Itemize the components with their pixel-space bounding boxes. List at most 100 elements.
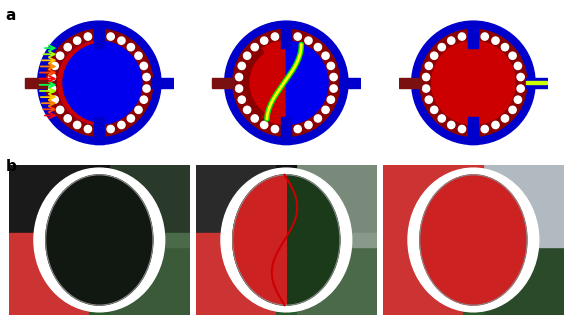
Circle shape [238,96,246,103]
Circle shape [84,125,91,133]
Bar [286,165,377,240]
Circle shape [327,96,335,103]
Circle shape [271,125,278,133]
Circle shape [127,115,134,122]
FancyBboxPatch shape [94,117,104,144]
Circle shape [51,96,58,103]
Circle shape [305,121,312,128]
Circle shape [471,307,476,311]
Circle shape [135,106,142,114]
Circle shape [492,37,499,44]
Circle shape [64,44,71,51]
Wedge shape [244,41,286,125]
Circle shape [224,228,230,232]
Circle shape [233,29,340,136]
Circle shape [261,121,268,128]
FancyBboxPatch shape [151,78,174,88]
Bar [463,165,483,198]
Bar [90,282,109,315]
Circle shape [63,43,142,122]
Circle shape [330,85,337,92]
Circle shape [327,62,335,70]
FancyBboxPatch shape [468,22,479,48]
Circle shape [316,295,321,300]
Text: b: b [6,159,16,174]
Circle shape [420,29,527,136]
Circle shape [411,228,417,232]
Bar [463,282,483,315]
Circle shape [422,85,430,92]
Circle shape [425,96,433,103]
Circle shape [514,62,522,70]
Circle shape [74,121,81,128]
Circle shape [411,247,417,252]
Bar [473,165,564,240]
Bar [531,233,564,247]
Circle shape [129,295,134,300]
Circle shape [129,180,134,184]
Circle shape [338,209,344,214]
Circle shape [503,295,509,300]
Circle shape [454,171,459,176]
Circle shape [338,266,344,271]
Circle shape [238,62,246,70]
Circle shape [305,37,312,44]
Circle shape [244,82,249,87]
Circle shape [37,21,161,144]
Bar [383,233,415,247]
Circle shape [322,106,329,114]
Circle shape [284,307,289,311]
Circle shape [342,228,349,232]
Circle shape [516,192,522,197]
Circle shape [113,304,119,308]
Circle shape [248,98,253,103]
Circle shape [113,171,119,176]
Circle shape [283,31,290,39]
Circle shape [266,304,272,308]
Circle shape [525,266,531,271]
FancyBboxPatch shape [26,78,47,88]
Circle shape [447,121,455,128]
Circle shape [438,115,446,122]
Circle shape [517,85,524,92]
Circle shape [51,283,57,287]
Bar [99,240,190,315]
Circle shape [454,304,459,308]
Circle shape [118,121,125,128]
Circle shape [151,266,156,271]
Circle shape [314,115,321,122]
Circle shape [501,44,509,51]
Circle shape [127,44,134,51]
Circle shape [229,266,235,271]
FancyBboxPatch shape [526,81,547,84]
Circle shape [438,44,446,51]
Circle shape [438,295,444,300]
Bar [158,233,190,247]
Circle shape [42,266,48,271]
Circle shape [509,52,516,59]
Circle shape [431,41,515,125]
FancyBboxPatch shape [281,22,291,48]
Circle shape [469,31,477,39]
Circle shape [225,21,348,144]
Circle shape [330,73,337,81]
Circle shape [246,91,250,95]
Circle shape [229,209,235,214]
Circle shape [251,295,257,300]
Circle shape [488,171,493,176]
Bar [99,165,190,240]
Circle shape [503,180,509,184]
Circle shape [469,127,477,134]
Circle shape [243,52,251,59]
Circle shape [42,209,48,214]
Bar [383,240,473,315]
FancyBboxPatch shape [281,117,291,144]
Circle shape [525,209,531,214]
Circle shape [261,37,268,44]
Circle shape [238,192,244,197]
Circle shape [283,127,290,134]
Bar [473,240,564,315]
Circle shape [142,283,147,287]
Circle shape [143,73,150,81]
Circle shape [247,94,252,100]
